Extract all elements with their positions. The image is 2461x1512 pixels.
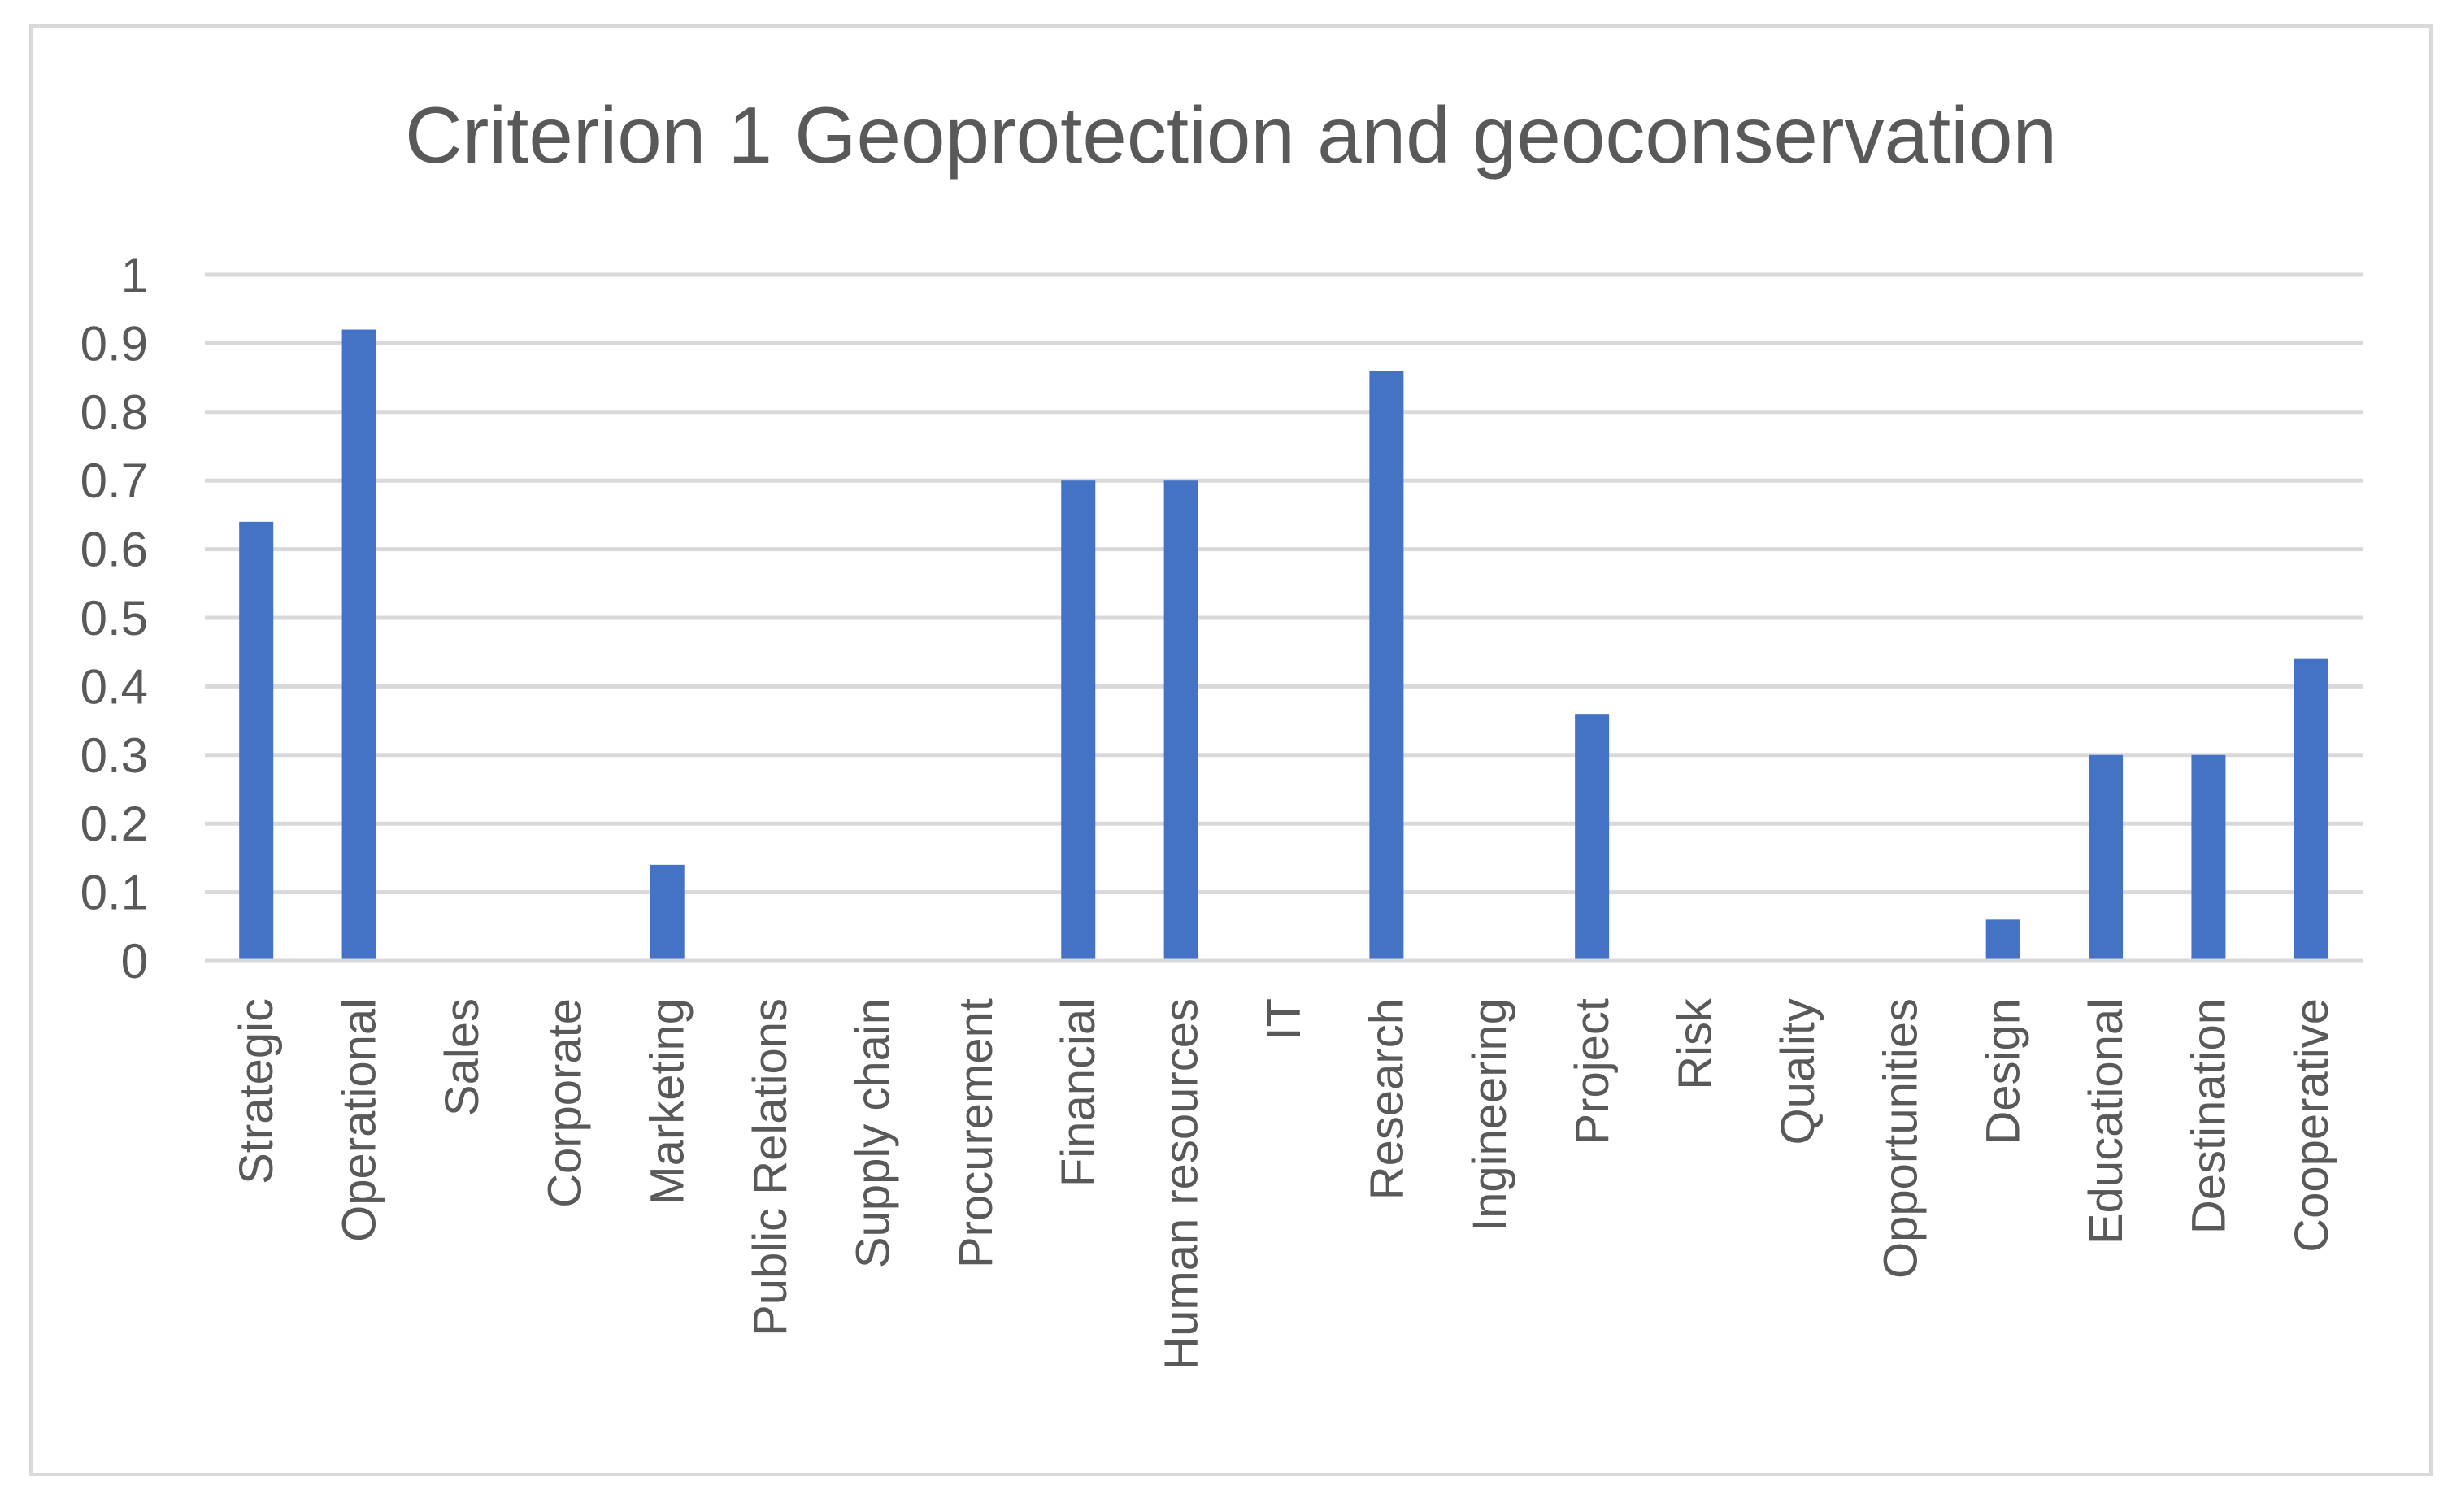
bar-financial	[1061, 480, 1096, 961]
x-tick-label: IT	[1258, 998, 1311, 1041]
bar-project	[1575, 714, 1610, 961]
y-tick-label: 0	[121, 934, 148, 988]
x-tick-label: Opportunities	[1874, 998, 1927, 1279]
x-tick-label: Financial	[1052, 998, 1105, 1187]
x-tick-label: Corporate	[538, 998, 591, 1208]
y-tick-label: 0.9	[80, 316, 148, 371]
x-tick-label: Procurement	[950, 998, 1002, 1268]
x-tick-label: Public Relations	[744, 998, 797, 1336]
x-tick-label: Quality	[1772, 998, 1824, 1145]
bar-educational	[2089, 754, 2124, 961]
y-tick-label: 0.8	[80, 385, 148, 440]
y-axis-tick-labels: 0 0.1 0.2 0.3 0.4 0.5 0.6 0.7 0.8 0.9 1	[80, 248, 148, 988]
y-tick-label: 0.1	[80, 866, 148, 920]
bar-design	[1985, 919, 2020, 961]
bars	[239, 329, 2328, 961]
gridlines	[205, 272, 2363, 895]
bar-human-resources	[1163, 480, 1198, 961]
y-tick-label: 0.5	[80, 591, 148, 645]
x-tick-label: Operational	[333, 998, 386, 1242]
chart-frame	[29, 24, 2433, 1476]
bar-strategic	[239, 521, 274, 961]
bar-marketing	[650, 864, 685, 961]
x-tick-label: Supply chain	[846, 998, 899, 1268]
x-tick-label: Strategic	[230, 998, 283, 1184]
x-tick-label: Human resources	[1155, 998, 1208, 1371]
y-tick-label: 0.4	[80, 659, 148, 714]
y-tick-label: 1	[121, 248, 148, 302]
x-tick-label: Cooperative	[2285, 998, 2338, 1253]
x-tick-label: Risk	[1669, 997, 1722, 1090]
bar-research	[1369, 371, 1404, 961]
x-tick-label: Sales	[436, 998, 489, 1116]
x-tick-label: Ingineering	[1463, 998, 1516, 1232]
x-tick-label: Educational	[2080, 998, 2133, 1245]
x-tick-label: Project	[1566, 998, 1619, 1145]
x-tick-label: Marketing	[641, 998, 694, 1206]
x-axis-tick-labels: Strategic Operational Sales Corporate Market…	[230, 997, 2338, 1371]
bar-cooperative	[2294, 658, 2328, 961]
y-tick-label: 0.2	[80, 797, 148, 851]
chart-title: Criterion 1 Geoprotection and geoconserv…	[405, 90, 2057, 180]
bar-operational	[341, 329, 376, 961]
y-tick-label: 0.3	[80, 728, 148, 783]
x-tick-label: Research	[1360, 998, 1413, 1200]
x-tick-label: Destination	[2182, 998, 2235, 1234]
x-tick-label: Design	[1977, 998, 2030, 1145]
bar-destination	[2191, 754, 2226, 961]
y-tick-label: 0.6	[80, 523, 148, 577]
y-tick-label: 0.7	[80, 454, 148, 508]
